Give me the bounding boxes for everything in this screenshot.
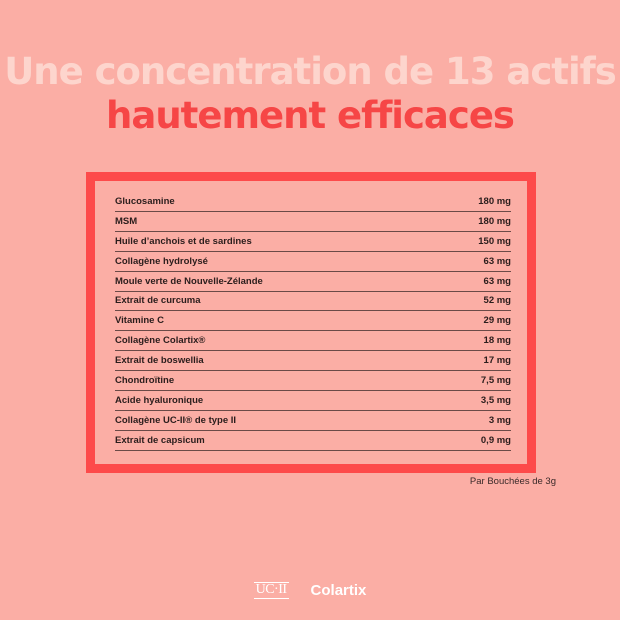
- ingredient-name: MSM: [115, 215, 138, 227]
- ingredient-name: Collagène Colartix®: [115, 335, 206, 347]
- ingredient-name: Chondroïtine: [115, 375, 175, 387]
- ingredient-amount: 3 mg: [488, 414, 511, 426]
- ingredients-table: Glucosamine 180 mg MSM 180 mg Huile d’anchoi…: [115, 193, 511, 452]
- table-row: Extrait de curcuma 52 mg: [115, 292, 511, 312]
- ingredient-name: Acide hyaluronique: [115, 394, 204, 406]
- ingredient-amount: 63 mg: [483, 255, 511, 267]
- ingredient-amount: 29 mg: [483, 315, 511, 327]
- ingredient-name: Extrait de boswellia: [115, 355, 204, 367]
- ingredient-name: Vitamine C: [115, 315, 164, 327]
- ingredient-name: Extrait de capsicum: [115, 434, 205, 446]
- table-row: Collagène Colartix® 18 mg: [115, 332, 511, 352]
- ingredient-name: Moule verte de Nouvelle-Zélande: [115, 275, 263, 287]
- colartix-logo: Colartix: [310, 582, 367, 599]
- table-row: Extrait de boswellia 17 mg: [115, 352, 511, 372]
- table-row: Collagène UC-II® de type II 3 mg: [115, 412, 511, 431]
- ingredient-amount: 7,5 mg: [480, 375, 511, 387]
- ingredient-name: Extrait de curcuma: [115, 295, 201, 307]
- ingredient-amount: 3,5 mg: [480, 394, 511, 406]
- ingredient-amount: 17 mg: [483, 355, 511, 367]
- table-row: Huile d’anchois et de sardines 150 mg: [115, 233, 511, 252]
- table-row: Extrait de capsicum 0,9 mg: [115, 432, 511, 451]
- table-row: MSM 180 mg: [115, 213, 511, 232]
- logos: UC·II Colartix: [0, 582, 620, 599]
- ingredient-name: Collagène UC-II® de type II: [115, 414, 237, 426]
- ingredient-name: Huile d’anchois et de sardines: [115, 235, 252, 247]
- ingredient-name: Collagène hydrolysé: [115, 255, 208, 267]
- title-line-1: Une concentration de 13 actifs: [4, 50, 617, 93]
- uc2-logo: UC·II: [253, 582, 289, 599]
- ingredient-amount: 150 mg: [478, 235, 511, 247]
- table-row: Collagène hydrolysé 63 mg: [115, 253, 511, 272]
- serving-note: Par Bouchées de 3g: [469, 476, 556, 487]
- ingredient-name: Glucosamine: [115, 196, 175, 207]
- ingredient-amount: 180 mg: [478, 215, 511, 227]
- ingredient-amount: 0,9 mg: [480, 434, 511, 446]
- ingredient-amount: 18 mg: [483, 335, 511, 347]
- table-row: Glucosamine 180 mg: [115, 193, 511, 212]
- table-row: Vitamine C 29 mg: [115, 312, 511, 332]
- ingredients-frame: Glucosamine 180 mg MSM 180 mg Huile d’anchoi…: [86, 172, 536, 473]
- ingredient-amount: 180 mg: [478, 196, 511, 207]
- ingredient-amount: 52 mg: [483, 295, 511, 307]
- table-row: Moule verte de Nouvelle-Zélande 63 mg: [115, 273, 511, 292]
- ingredient-amount: 63 mg: [483, 275, 511, 287]
- table-row: Acide hyaluronique 3,5 mg: [115, 392, 511, 411]
- title-line-2: hautement efficaces: [106, 94, 515, 137]
- table-row: Chondroïtine 7,5 mg: [115, 372, 511, 392]
